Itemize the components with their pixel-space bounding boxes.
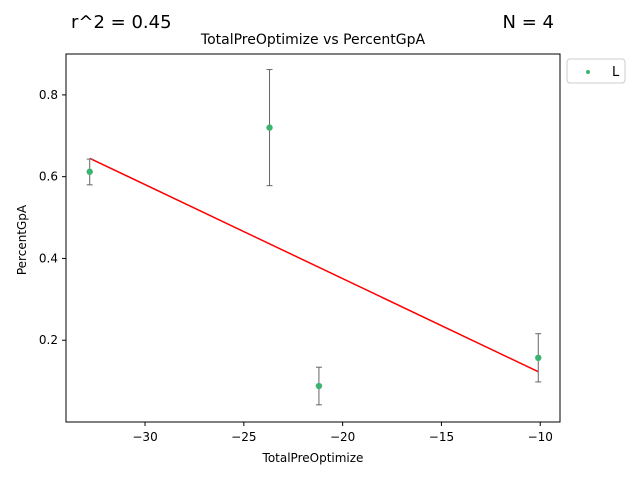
x-tick-label: −20 — [330, 430, 355, 444]
y-tick-label: 0.2 — [39, 333, 58, 347]
fit-line — [89, 157, 539, 373]
data-point — [315, 382, 323, 390]
x-tick-label: −30 — [132, 430, 157, 444]
data-point — [535, 354, 542, 362]
y-tick-label: 0.4 — [39, 251, 58, 265]
y-tick-label: 0.6 — [39, 170, 58, 184]
chart-title: TotalPreOptimize vs PercentGpA — [200, 32, 426, 48]
plot-frame — [65, 53, 561, 423]
data-point — [86, 168, 93, 175]
data-point — [266, 124, 273, 131]
x-tick-label: −10 — [528, 430, 553, 444]
legend: L — [566, 58, 626, 84]
x-tick-label: −25 — [231, 430, 256, 444]
x-axis-label: TotalPreOptimize — [262, 451, 364, 465]
y-tick-label: 0.8 — [39, 88, 58, 102]
r-squared-annotation: r^2 = 0.45 — [71, 12, 172, 33]
legend-entry-label: L — [612, 65, 620, 80]
legend-frame — [566, 58, 626, 84]
legend-marker — [586, 70, 590, 74]
x-tick-label: −15 — [429, 430, 454, 444]
n-count-annotation: N = 4 — [502, 12, 554, 33]
y-axis-label: PercentGpA — [15, 204, 29, 275]
